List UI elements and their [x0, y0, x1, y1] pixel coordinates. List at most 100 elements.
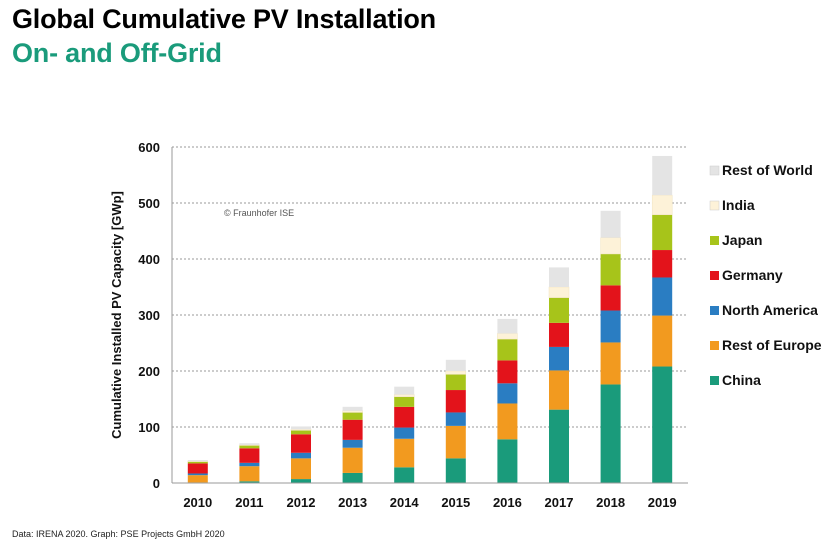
- bar-segment-rest-of-world-2014: [394, 386, 415, 395]
- bar-segment-germany-2019: [652, 250, 673, 278]
- bar-segment-india-2014: [393, 394, 415, 398]
- bar-segment-china-2016: [497, 439, 518, 483]
- bar-segment-rest-of-world-2019: [652, 155, 673, 196]
- bar-segment-china-2011: [239, 481, 260, 483]
- bar-segment-north-america-2017: [549, 346, 569, 371]
- x-tick-label: 2016: [493, 495, 522, 510]
- bar-segment-china-2012: [291, 479, 311, 483]
- bar-segment-rest-of-europe-2018: [600, 342, 621, 385]
- bar-segment-rest-of-europe-2014: [394, 438, 415, 468]
- bar-segment-india-2017: [548, 286, 570, 298]
- y-tick-label: 500: [138, 196, 160, 211]
- legend-label-japan: Japan: [722, 232, 762, 248]
- bar-segment-germany-2011: [239, 448, 260, 463]
- bar-segment-rest-of-europe-2016: [497, 403, 518, 440]
- bar-segment-north-america-2019: [652, 277, 673, 316]
- bar-segment-rest-of-world-2018: [600, 210, 621, 238]
- bar-segment-india-2011: [239, 444, 260, 446]
- bar-segment-germany-2015: [445, 390, 466, 413]
- bar-segment-japan-2013: [342, 412, 363, 420]
- legend-label-india: India: [722, 197, 755, 213]
- bar-segment-japan-2019: [652, 214, 673, 251]
- legend-swatch-japan: [710, 236, 719, 245]
- bar-segment-rest-of-europe-2019: [652, 315, 673, 367]
- y-tick-labels: 0 100 200 300 400 500 600: [138, 140, 160, 491]
- bar-segment-north-america-2014: [394, 427, 415, 439]
- bar-segment-rest-of-world-2011: [239, 443, 260, 445]
- bar-segment-india-2019: [651, 194, 673, 216]
- bar-segment-rest-of-europe-2010: [187, 475, 208, 483]
- bar-segment-rest-of-world-2015: [445, 359, 466, 371]
- source-footnote: Data: IRENA 2020. Graph: PSE Projects Gm…: [12, 529, 225, 539]
- bar-segment-germany-2014: [394, 406, 415, 428]
- bar-segment-rest-of-europe-2011: [239, 466, 260, 482]
- legend-swatch-rest-of-world: [709, 165, 720, 176]
- bar-segment-japan-2017: [549, 297, 569, 323]
- legend-label-germany: Germany: [722, 267, 783, 283]
- bar-segment-china-2013: [342, 472, 363, 483]
- bar-segment-rest-of-world-2010: [187, 460, 208, 462]
- legend-swatch-india: [709, 200, 720, 211]
- bar-segment-china-2015: [445, 458, 466, 483]
- bar-segment-germany-2017: [549, 322, 569, 347]
- bar-segment-rest-of-europe-2012: [291, 458, 311, 480]
- bar-segment-china-2018: [600, 384, 621, 483]
- bar-segment-germany-2010: [187, 463, 208, 474]
- y-tick-label: 100: [138, 420, 160, 435]
- legend-swatch-rest-of-europe: [710, 341, 719, 350]
- bar-segment-china-2019: [652, 366, 673, 483]
- bar-segment-rest-of-world-2013: [342, 406, 363, 411]
- bar-segment-japan-2014: [394, 396, 415, 407]
- bar-segment-china-2014: [394, 467, 415, 483]
- bar-segment-north-america-2018: [600, 310, 621, 343]
- legend-swatch-north-america: [710, 306, 719, 315]
- bar-segment-rest-of-europe-2013: [342, 447, 363, 473]
- x-tick-label: 2015: [441, 495, 470, 510]
- x-tick-label: 2011: [235, 495, 263, 510]
- bar-segment-rest-of-europe-2015: [445, 425, 466, 459]
- legend-swatch-germany: [710, 271, 719, 280]
- bar-segment-north-america-2013: [342, 439, 363, 448]
- y-tick-label: 0: [153, 476, 160, 491]
- y-tick-label: 300: [138, 308, 160, 323]
- legend-label-rest-of-europe: Rest of Europe: [722, 337, 822, 353]
- bar-segment-rest-of-world-2012: [291, 426, 311, 430]
- axes: [171, 147, 688, 484]
- bar-segment-north-america-2011: [239, 462, 260, 467]
- bar-segment-india-2013: [342, 410, 363, 413]
- bar-segment-india-2016: [497, 333, 518, 340]
- bar-segment-rest-of-europe-2017: [549, 370, 569, 410]
- legend-label-china: China: [722, 372, 761, 388]
- y-tick-label: 400: [138, 252, 160, 267]
- page-subtitle: On- and Off-Grid: [12, 38, 222, 68]
- bar-segment-india-2012: [290, 428, 312, 431]
- page-title: Global Cumulative PV Installation: [12, 4, 436, 34]
- bar-segment-rest-of-world-2016: [497, 318, 518, 334]
- bar-segment-germany-2013: [342, 419, 363, 440]
- x-tick-label: 2010: [183, 495, 212, 510]
- y-axis-label: Cumulative Installed PV Capacity [GWp]: [109, 191, 124, 439]
- bar-segment-japan-2018: [600, 253, 621, 286]
- x-tick-label: 2014: [390, 495, 420, 510]
- bar-segment-germany-2012: [291, 434, 311, 453]
- legend: Rest of World India Japan Germany North Amer…: [709, 162, 822, 388]
- legend-label-rest-of-world: Rest of World: [722, 162, 813, 178]
- y-tick-label: 200: [138, 364, 160, 379]
- bar-segment-japan-2011: [239, 445, 260, 449]
- watermark: © Fraunhofer ISE: [224, 208, 294, 218]
- y-tick-label: 600: [138, 140, 160, 155]
- bar-segment-india-2015: [445, 370, 467, 375]
- bar-segment-india-2010: [187, 460, 209, 462]
- bar-segment-rest-of-world-2017: [549, 267, 569, 287]
- bar-segment-north-america-2012: [291, 452, 311, 459]
- bar-segment-india-2018: [600, 237, 621, 255]
- bar-segment-japan-2012: [291, 430, 311, 435]
- bars: [187, 155, 673, 483]
- bar-segment-north-america-2010: [187, 473, 208, 476]
- x-tick-label: 2017: [545, 495, 574, 510]
- x-tick-label: 2019: [648, 495, 677, 510]
- bar-segment-germany-2016: [497, 360, 518, 384]
- bar-segment-north-america-2016: [497, 383, 518, 404]
- legend-swatch-china: [710, 376, 719, 385]
